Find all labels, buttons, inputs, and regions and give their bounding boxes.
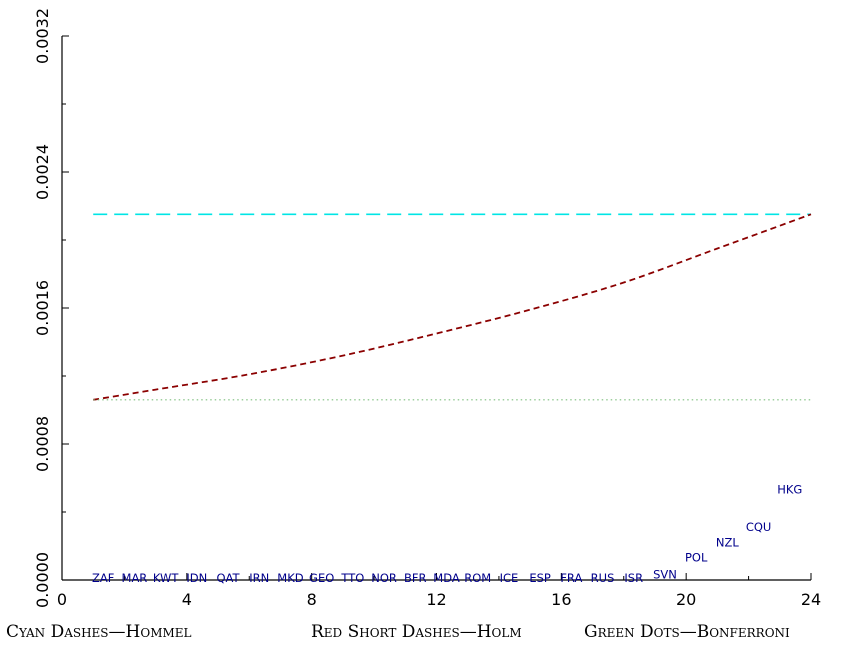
- point-label: HKG: [777, 483, 802, 497]
- y-tick-label: 0.0032: [33, 8, 52, 64]
- x-tick-label: 20: [676, 590, 696, 609]
- y-tick-label: 0.0024: [33, 144, 52, 200]
- axes: 0 4 8 12 16 20 24 0.0000 0.0008 0.0016 0.0024 0.003…: [33, 8, 821, 609]
- point-label: TTO: [340, 571, 364, 585]
- y-tick-label: 0.0016: [33, 280, 52, 336]
- y-tick-label: 0.0008: [33, 416, 52, 472]
- point-label: QAT: [217, 571, 241, 585]
- point-label: NOR: [371, 571, 397, 585]
- point-label: ICE: [500, 571, 519, 585]
- x-tick-label: 16: [551, 590, 571, 609]
- legend-caption: Cyan Dashes—Hommel Red Short Dashes—Holm…: [0, 616, 856, 646]
- legend-holm: Red Short Dashes—Holm: [311, 622, 522, 642]
- point-label: KWT: [153, 571, 180, 585]
- point-label: GEO: [309, 571, 334, 585]
- point-labels: ZAF MAR KWT IDN QAT IRN MKD GEO TTO NOR BFR MDA ROM I…: [92, 483, 802, 585]
- point-label: ISR: [624, 571, 643, 585]
- point-label: BFR: [404, 571, 427, 585]
- point-label: ZAF: [92, 571, 114, 585]
- point-label: IRN: [249, 571, 269, 585]
- point-label: ROM: [464, 571, 491, 585]
- point-label: ESP: [529, 571, 551, 585]
- point-label: SVN: [653, 568, 677, 582]
- point-label: RUS: [591, 571, 615, 585]
- point-label: MKD: [277, 571, 303, 585]
- point-label: NZL: [716, 535, 739, 549]
- point-label: IDN: [186, 571, 207, 585]
- x-tick-label: 0: [57, 590, 67, 609]
- x-tick-label: 8: [307, 590, 317, 609]
- x-tick-label: 4: [182, 590, 192, 609]
- point-label: MAR: [122, 571, 148, 585]
- point-label: MDA: [433, 571, 460, 585]
- point-label: CQU: [746, 520, 772, 534]
- legend-bonferroni: Green Dots—Bonferroni: [584, 622, 790, 642]
- y-tick-label: 0.0000: [33, 552, 52, 608]
- series-line-holm: [93, 213, 812, 401]
- threshold-lines: [93, 213, 812, 401]
- point-label: FRA: [560, 571, 582, 585]
- point-label: POL: [685, 551, 708, 565]
- chart-plot: 0 4 8 12 16 20 24 0.0000 0.0008 0.0016 0.0024 0.003…: [33, 8, 821, 609]
- x-tick-label: 24: [801, 590, 821, 609]
- legend-hommel: Cyan Dashes—Hommel: [6, 622, 192, 642]
- x-tick-label: 12: [426, 590, 446, 609]
